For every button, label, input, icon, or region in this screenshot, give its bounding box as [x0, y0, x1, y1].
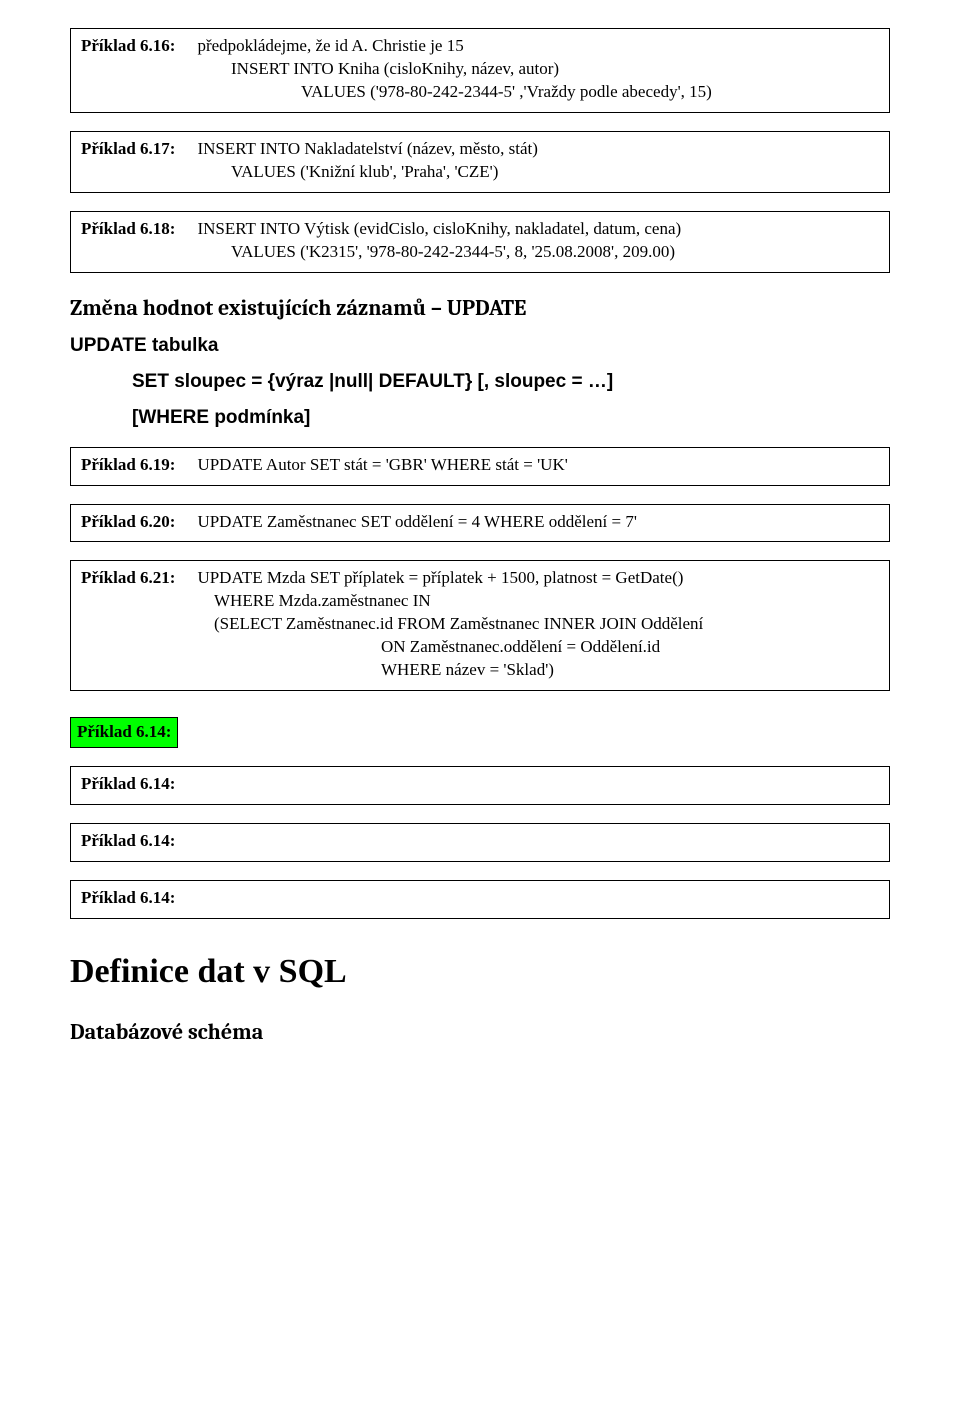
sql-line: INSERT INTO Nakladatelství (název, město… [197, 138, 537, 161]
sql-line: UPDATE Zaměstnanec SET oddělení = 4 WHER… [197, 511, 636, 534]
example-6-14: Příklad 6.14: [70, 823, 890, 862]
example-6-20: Příklad 6.20: UPDATE Zaměstnanec SET odd… [70, 504, 890, 543]
example-label: Příklad 6.14: [81, 774, 175, 793]
update-syntax: UPDATE tabulka SET sloupec = {výraz |nul… [70, 335, 890, 429]
example-label: Příklad 6.16: [81, 35, 175, 58]
example-6-19: Příklad 6.19: UPDATE Autor SET stát = 'G… [70, 447, 890, 486]
example-6-18: Příklad 6.18: INSERT INTO Výtisk (evidCi… [70, 211, 890, 273]
sql-line: WHERE název = 'Sklad') [381, 659, 879, 682]
example-label: Příklad 6.20: [81, 511, 175, 534]
example-label: Příklad 6.17: [81, 138, 175, 161]
sql-line: VALUES ('K2315', '978-80-242-2344-5', 8,… [231, 241, 879, 264]
page: Příklad 6.16: předpokládejme, že id A. C… [0, 0, 960, 1085]
sql-line: VALUES ('978-80-242-2344-5' ,'Vraždy pod… [301, 81, 879, 104]
sql-line: ON Zaměstnanec.oddělení = Oddělení.id [381, 636, 879, 659]
example-label: Příklad 6.19: [81, 454, 175, 477]
syntax-line: [WHERE podmínka] [132, 407, 890, 429]
syntax-line: UPDATE tabulka [70, 335, 890, 357]
example-6-14-highlight: Příklad 6.14: [70, 717, 178, 748]
syntax-line: SET sloupec = {výraz |null| DEFAULT} [, … [132, 371, 890, 393]
example-6-14: Příklad 6.14: [70, 880, 890, 919]
example-label: Příklad 6.14: [81, 888, 175, 907]
sql-line: UPDATE Autor SET stát = 'GBR' WHERE stát… [197, 454, 567, 477]
sql-line: UPDATE Mzda SET příplatek = příplatek + … [197, 567, 683, 590]
sql-line: (SELECT Zaměstnanec.id FROM Zaměstnanec … [214, 613, 879, 636]
example-6-17: Příklad 6.17: INSERT INTO Nakladatelství… [70, 131, 890, 193]
example-6-14: Příklad 6.14: [70, 766, 890, 805]
section-heading-update: Změna hodnot existujících záznamů – UPDA… [70, 295, 890, 321]
example-label: Příklad 6.18: [81, 218, 175, 241]
example-6-16: Příklad 6.16: předpokládejme, že id A. C… [70, 28, 890, 113]
example-label: Příklad 6.14: [77, 722, 171, 741]
example-6-21: Příklad 6.21: UPDATE Mzda SET příplatek … [70, 560, 890, 691]
sql-line: INSERT INTO Kniha (cisloKnihy, název, au… [231, 58, 879, 81]
sql-line: VALUES ('Knižní klub', 'Praha', 'CZE') [231, 161, 879, 184]
heading-schema: Databázové schéma [70, 1019, 890, 1045]
sql-line: WHERE Mzda.zaměstnanec IN [214, 590, 879, 613]
example-label: Příklad 6.21: [81, 567, 175, 590]
heading-definition: Definice dat v SQL [70, 953, 890, 991]
example-lead: předpokládejme, že id A. Christie je 15 [197, 35, 463, 58]
example-label: Příklad 6.14: [81, 831, 175, 850]
sql-line: INSERT INTO Výtisk (evidCislo, cisloKnih… [197, 218, 681, 241]
